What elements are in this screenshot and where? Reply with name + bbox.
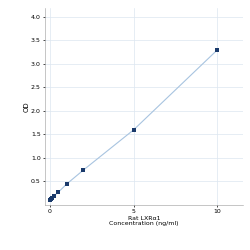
Point [216, 48, 220, 52]
Point [82, 168, 86, 172]
Point [132, 128, 136, 132]
Point [56, 190, 60, 194]
Point [52, 194, 56, 198]
X-axis label: Rat LXRα1
Concentration (ng/ml): Rat LXRα1 Concentration (ng/ml) [109, 216, 178, 226]
Y-axis label: OD: OD [24, 101, 30, 112]
Point [65, 182, 69, 186]
Point [48, 198, 52, 202]
Point [50, 196, 54, 200]
Point [49, 197, 53, 201]
